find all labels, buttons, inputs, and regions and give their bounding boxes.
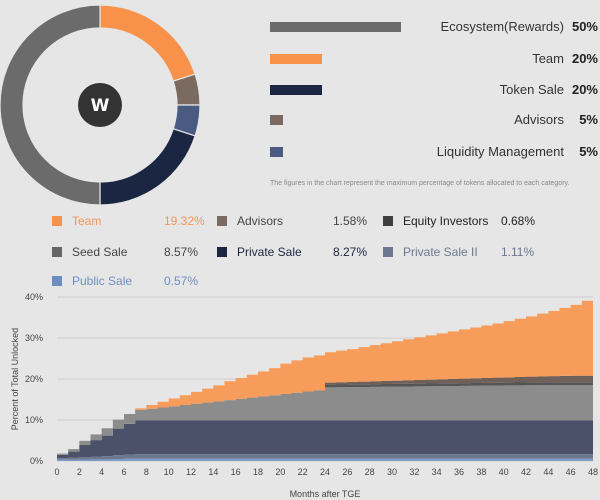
x-tick-label: 40 <box>499 467 509 477</box>
allocation-value: 5% <box>579 112 598 127</box>
x-tick-label: 4 <box>99 467 104 477</box>
x-tick-label: 24 <box>320 467 330 477</box>
allocation-donut-chart: W <box>0 4 200 206</box>
legend-item-team: Team 19.32% <box>52 213 214 229</box>
legend-item-equity-investors: Equity Investors 0.68% <box>383 213 551 229</box>
x-tick-label: 30 <box>387 467 397 477</box>
legend-swatch <box>52 276 62 286</box>
allocation-label: Advisors <box>514 112 564 127</box>
legend-label: Private Sale <box>237 245 302 259</box>
legend-value: 0.57% <box>164 274 199 288</box>
x-tick-label: 22 <box>298 467 308 477</box>
allocation-bar <box>270 85 323 95</box>
x-tick-label: 32 <box>409 467 419 477</box>
x-tick-label: 8 <box>144 467 149 477</box>
area-series-private-sale <box>57 420 593 459</box>
allocation-label: Ecosystem(Rewards) <box>440 19 564 34</box>
x-tick-label: 46 <box>566 467 576 477</box>
y-tick-label: 40% <box>25 292 43 302</box>
x-tick-label: 18 <box>253 467 263 477</box>
logo-badge <box>78 83 122 127</box>
x-tick-label: 28 <box>365 467 375 477</box>
legend-label: Seed Sale <box>72 245 128 259</box>
legend-item-private-sale: Private Sale 8.27% <box>217 244 383 260</box>
allocation-row-token-sale: Token Sale 20% <box>270 80 598 100</box>
unlock-area-chart: 0%10%20%30%40%0 2 4 6 8 10 12 14 16 18 20 22 24 26 28 3… <box>10 292 598 499</box>
allocation-label: Token Sale <box>499 82 564 97</box>
y-tick-label: 20% <box>25 374 43 384</box>
legend-value: 8.57% <box>164 245 199 259</box>
x-tick-label: 44 <box>543 467 553 477</box>
legend-label: Equity Investors <box>403 214 489 228</box>
allocation-label: Liquidity Management <box>436 144 564 159</box>
allocation-row-ecosystem-rewards: Ecosystem(Rewards) 50% <box>270 17 598 37</box>
y-tick-label: 30% <box>25 333 43 343</box>
allocation-bar <box>270 22 401 32</box>
allocation-value: 5% <box>579 144 598 159</box>
legend-swatch <box>217 216 227 226</box>
legend-value: 8.27% <box>333 245 368 259</box>
donut-slice-ecosystem-rewards <box>0 4 101 206</box>
area-series-private-sale-ii <box>57 454 593 460</box>
legend-label: Team <box>72 214 102 228</box>
x-tick-label: 38 <box>476 467 486 477</box>
area-series-seed-sale <box>57 385 593 455</box>
legend-label: Private Sale II <box>403 245 478 259</box>
x-tick-label: 12 <box>186 467 196 477</box>
x-tick-label: 16 <box>231 467 241 477</box>
x-tick-label: 36 <box>454 467 464 477</box>
legend-item-advisors: Advisors 1.58% <box>217 213 383 229</box>
legend-value: 1.11% <box>501 245 535 259</box>
allocation-row-advisors: Advisors 5% <box>270 110 598 130</box>
allocation-value: 50% <box>571 19 598 34</box>
x-tick-label: 0 <box>54 467 59 477</box>
x-tick-label: 48 <box>588 467 598 477</box>
legend-swatch <box>383 216 393 226</box>
legend-item-private-sale-ii: Private Sale II 1.11% <box>383 244 551 260</box>
y-axis-label: Percent of Total Unlocked <box>10 328 20 430</box>
legend-value: 0.68% <box>501 214 536 228</box>
legend-label: Advisors <box>237 214 284 228</box>
x-axis-label: Months after TGE <box>290 489 361 499</box>
x-tick-label: 34 <box>432 467 442 477</box>
legend-swatch <box>217 247 227 257</box>
legend-value: 1.58% <box>333 214 368 228</box>
legend-value: 19.32% <box>164 214 205 228</box>
x-tick-label: 26 <box>342 467 352 477</box>
donut-slice-token-sale <box>99 128 196 206</box>
allocation-label: Team <box>532 51 564 66</box>
allocation-value: 20% <box>571 51 598 66</box>
logo-icon: W <box>91 96 110 116</box>
legend-swatch <box>52 247 62 257</box>
x-tick-label: 14 <box>208 467 218 477</box>
allocation-bar <box>270 115 284 125</box>
allocation-bar <box>270 147 284 157</box>
x-tick-label: 2 <box>77 467 82 477</box>
x-tick-label: 20 <box>275 467 285 477</box>
allocation-value: 20% <box>571 82 598 97</box>
allocation-row-team: Team 20% <box>270 49 598 69</box>
y-tick-label: 0% <box>30 456 43 466</box>
area-series-team <box>57 296 593 454</box>
donut-slice-team <box>99 4 196 82</box>
area-series-public-sale <box>57 458 593 461</box>
legend-item-seed-sale: Seed Sale 8.57% <box>52 244 214 260</box>
allocation-note: The figures in the chart represent the m… <box>270 180 570 187</box>
legend-item-public-sale: Public Sale 0.57% <box>52 273 214 289</box>
y-tick-label: 10% <box>25 415 43 425</box>
allocation-bar <box>270 54 323 64</box>
legend-label: Public Sale <box>72 274 133 288</box>
x-tick-label: 42 <box>521 467 531 477</box>
x-tick-label: 6 <box>121 467 126 477</box>
legend-swatch <box>383 247 393 257</box>
allocation-row-liquidity-management: Liquidity Management 5% <box>270 142 598 162</box>
x-tick-label: 10 <box>164 467 174 477</box>
legend-swatch <box>52 216 62 226</box>
